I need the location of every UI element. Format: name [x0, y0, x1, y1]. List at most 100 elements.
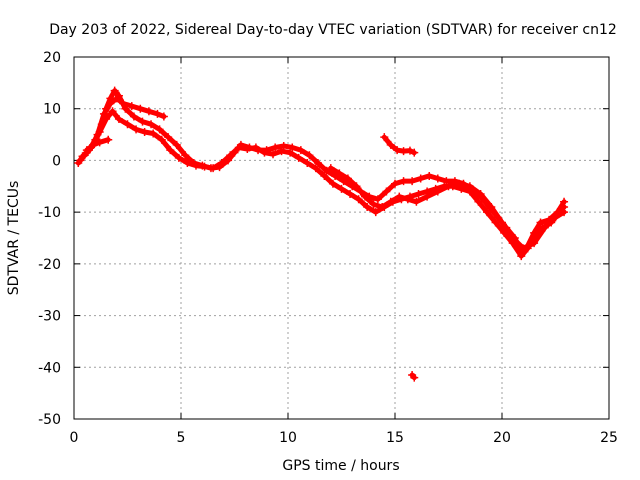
data-point — [209, 164, 218, 173]
data-point — [164, 133, 173, 142]
y-tick-label: -10 — [38, 205, 61, 221]
data-point — [296, 146, 305, 155]
data-point — [536, 218, 545, 227]
data-point — [519, 244, 528, 253]
data-point — [455, 179, 464, 188]
data-point — [386, 140, 395, 149]
data-point — [305, 151, 314, 160]
data-point — [313, 159, 322, 168]
data-point — [386, 197, 395, 206]
data-point — [371, 208, 380, 217]
y-tick-label: -30 — [38, 309, 61, 325]
data-point — [410, 148, 419, 157]
data-point — [412, 197, 421, 206]
data-point — [112, 94, 121, 103]
data-point — [408, 177, 417, 186]
data-point — [89, 140, 98, 149]
data-point — [155, 125, 164, 134]
data-point — [487, 202, 496, 211]
data-marks — [74, 86, 569, 382]
data-point — [410, 373, 419, 382]
data-point — [369, 200, 378, 209]
data-point — [474, 197, 483, 206]
series-track-c — [80, 94, 168, 160]
x-axis-label: GPS time / hours — [282, 458, 399, 474]
data-point — [326, 164, 335, 173]
data-point — [551, 213, 560, 222]
data-point — [382, 187, 391, 196]
data-point — [322, 166, 331, 175]
data-point — [380, 133, 389, 142]
data-point — [149, 129, 158, 138]
data-point — [476, 190, 485, 199]
data-point — [271, 143, 280, 152]
data-point — [138, 117, 147, 126]
data-point — [354, 195, 363, 204]
y-tick-label: -20 — [38, 257, 61, 273]
data-point — [234, 143, 243, 152]
data-point — [181, 151, 190, 160]
data-point — [363, 202, 372, 211]
data-point — [95, 138, 104, 147]
data-point — [530, 239, 539, 248]
data-point — [337, 184, 346, 193]
data-point — [433, 187, 442, 196]
data-point — [110, 86, 119, 95]
data-point — [373, 195, 382, 204]
data-point — [403, 195, 412, 204]
data-point — [104, 135, 113, 144]
data-point — [343, 174, 352, 183]
series-line — [84, 137, 111, 153]
data-point — [508, 234, 517, 242]
x-tick-label: 0 — [70, 430, 79, 446]
x-tick-label: 5 — [177, 430, 186, 446]
data-point — [442, 177, 451, 186]
series-track-e — [380, 133, 419, 157]
data-point — [423, 192, 432, 201]
data-point — [399, 177, 408, 186]
data-point — [346, 190, 355, 199]
data-point — [243, 145, 252, 154]
data-point — [136, 104, 145, 113]
data-point — [132, 125, 141, 134]
series-track-f — [408, 371, 419, 382]
grid-lines — [74, 57, 609, 419]
data-point — [159, 112, 168, 121]
data-point — [82, 146, 91, 155]
data-point — [416, 174, 425, 183]
data-point — [251, 143, 260, 152]
data-point — [123, 120, 132, 129]
data-point — [147, 120, 156, 129]
data-point — [320, 171, 329, 180]
data-point — [119, 99, 128, 108]
data-point — [172, 140, 181, 149]
data-point — [144, 107, 153, 116]
series-track-d — [82, 135, 113, 155]
data-point — [540, 223, 549, 232]
data-point — [288, 143, 297, 152]
data-point — [361, 192, 370, 201]
data-point — [157, 135, 166, 144]
data-point — [425, 171, 434, 180]
x-tick-label: 25 — [600, 430, 618, 446]
y-axis-label: SDTVAR / TECUs — [6, 181, 22, 296]
series-track-b — [76, 107, 569, 261]
data-point — [114, 115, 123, 124]
data-point — [405, 146, 414, 155]
data-point — [260, 148, 269, 157]
data-point — [328, 179, 337, 188]
data-point — [108, 107, 117, 116]
data-point — [393, 146, 402, 155]
x-tick-label: 10 — [279, 430, 297, 446]
data-point — [269, 150, 278, 159]
data-point — [560, 208, 569, 217]
y-tick-label: 10 — [43, 102, 61, 118]
data-point — [153, 109, 162, 118]
data-point — [277, 147, 286, 156]
data-point — [191, 161, 200, 170]
data-point — [395, 192, 404, 201]
y-tick-label: -50 — [38, 412, 61, 428]
data-point — [140, 127, 149, 136]
data-point — [76, 156, 85, 165]
